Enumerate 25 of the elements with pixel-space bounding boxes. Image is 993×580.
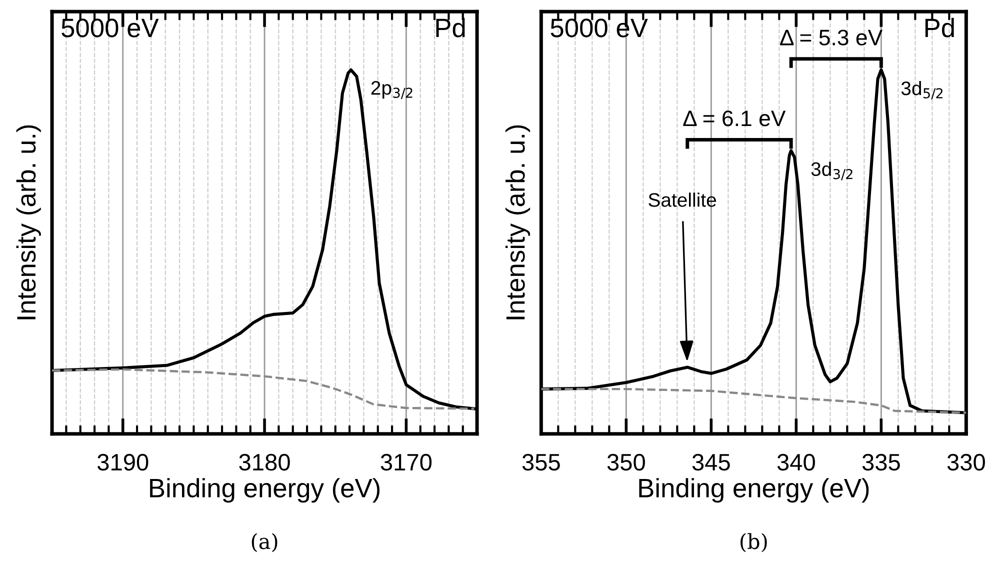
x-tick-label: 3170 — [380, 454, 432, 471]
text: Pd — [436, 18, 465, 38]
x-tick-label: 330 — [947, 454, 985, 471]
annotation: 3d$_{3/2}$ — [811, 162, 852, 180]
x-tick-label: 3190 — [98, 454, 148, 471]
annotation: Δ = 5.3 eV — [780, 30, 883, 46]
y-axis-title: Intensity (arb. u.) — [505, 125, 530, 320]
x-tick-label: 355 — [522, 454, 560, 471]
y-axis-title: Intensity (arb. u.) — [16, 125, 41, 320]
annotation: Satellite — [648, 192, 716, 207]
x-tick-label: 335 — [862, 454, 900, 471]
text: (b) — [740, 533, 767, 552]
annotation: 3d$_{5/2}$ — [901, 80, 942, 100]
x-tick-label: 345 — [692, 454, 730, 471]
text: 5000 eV — [550, 18, 648, 38]
text: (a) — [252, 533, 278, 552]
annotation: 2p$_{3/2}$ — [371, 80, 412, 100]
x-tick-label: 3180 — [239, 454, 290, 471]
x-axis-title: Binding energy (eV) — [150, 478, 380, 503]
text: 5000 eV — [62, 18, 159, 38]
text: Pd — [925, 18, 954, 38]
x-axis-title: Binding energy (eV) — [639, 478, 869, 503]
x-tick-label: 340 — [777, 454, 815, 471]
x-tick-label: 350 — [607, 454, 645, 471]
annotation: Δ = 6.1 eV — [683, 110, 786, 126]
